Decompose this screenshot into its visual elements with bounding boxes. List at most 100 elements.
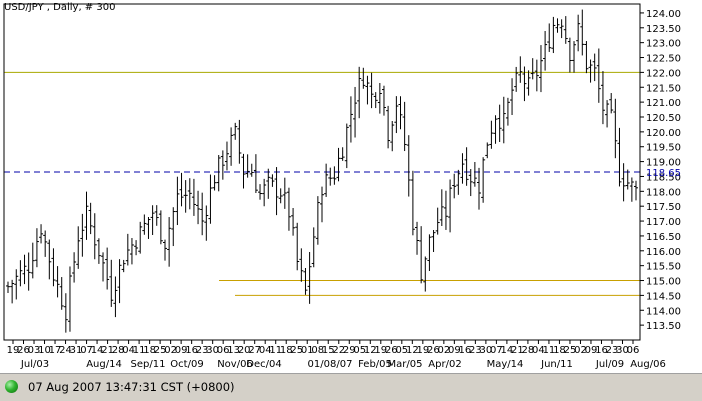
x-day-label: 16 xyxy=(185,345,198,356)
x-day-label: 15 xyxy=(322,345,335,356)
y-tick-label: 118.00 xyxy=(646,187,681,198)
x-day-label: 11 xyxy=(269,345,282,356)
x-day-label: 27 xyxy=(248,345,261,356)
x-day-label: 26 xyxy=(427,345,440,356)
x-day-label: 17 xyxy=(49,345,62,356)
current-price-label: 118.65 xyxy=(646,168,681,179)
x-day-label: 18 xyxy=(143,345,156,356)
y-tick-label: 119.00 xyxy=(646,158,681,169)
x-period-label: Jul/03 xyxy=(20,359,49,370)
x-day-label: 28 xyxy=(112,345,125,356)
x-day-label: 18 xyxy=(280,345,293,356)
y-tick-label: 120.50 xyxy=(646,113,681,124)
y-tick-label: 121.50 xyxy=(646,83,681,94)
y-tick-label: 116.00 xyxy=(646,247,681,258)
x-day-label: 19 xyxy=(7,345,20,356)
y-tick-label: 115.00 xyxy=(646,277,681,288)
x-day-label: 11 xyxy=(133,345,146,356)
x-period-label: Nov/06 xyxy=(217,359,253,370)
y-tick-label: 122.00 xyxy=(646,68,681,79)
x-day-label: 04 xyxy=(259,345,272,356)
x-period-label: Sep/11 xyxy=(131,359,166,370)
y-tick-label: 116.50 xyxy=(646,232,681,243)
x-day-label: 23 xyxy=(606,345,619,356)
x-day-label: 10 xyxy=(38,345,51,356)
x-day-label: 25 xyxy=(154,345,167,356)
x-day-label: 20 xyxy=(238,345,251,356)
x-day-label: 21 xyxy=(101,345,114,356)
status-bar: 07 Aug 2007 13:47:31 CST (+0800) xyxy=(0,373,702,401)
x-day-label: 21 xyxy=(511,345,524,356)
x-day-label: 25 xyxy=(564,345,577,356)
status-timestamp: 07 Aug 2007 13:47:31 CST (+0800) xyxy=(28,380,235,394)
x-day-label: 30 xyxy=(480,345,493,356)
price-chart: 124.00 123.50 123.00 122.50 122.00 121.50 121.… xyxy=(3,2,681,370)
x-day-label: 11 xyxy=(543,345,556,356)
x-day-label: 24 xyxy=(59,345,72,356)
x-day-label: 29 xyxy=(343,345,356,356)
x-day-label: 09 xyxy=(175,345,188,356)
x-day-label: 04 xyxy=(532,345,545,356)
x-day-label: 01 xyxy=(301,345,314,356)
x-day-label: 02 xyxy=(164,345,177,356)
y-tick-label: 123.00 xyxy=(646,39,681,50)
y-tick-label: 114.00 xyxy=(646,306,681,317)
x-day-label: 07 xyxy=(490,345,503,356)
x-day-label: 30 xyxy=(616,345,629,356)
y-tick-label: 119.50 xyxy=(646,143,681,154)
x-day-label: 02 xyxy=(574,345,587,356)
x-period-label: Dec/04 xyxy=(246,359,281,370)
x-day-label: 31 xyxy=(70,345,83,356)
x-period-label: Oct/09 xyxy=(170,359,203,370)
x-day-label: 16 xyxy=(458,345,471,356)
x-period-label: Aug/06 xyxy=(630,359,666,370)
x-day-label: 09 xyxy=(448,345,461,356)
x-day-label: 19 xyxy=(416,345,429,356)
x-day-label: 26 xyxy=(17,345,30,356)
x-period-label: Apr/02 xyxy=(428,359,461,370)
x-day-label: 19 xyxy=(374,345,387,356)
x-day-label: 12 xyxy=(406,345,419,356)
x-period-label: Jul/09 xyxy=(595,359,624,370)
y-tick-label: 113.50 xyxy=(646,321,681,332)
x-day-label: 18 xyxy=(553,345,566,356)
x-day-label: 05 xyxy=(353,345,366,356)
x-day-label: 28 xyxy=(522,345,535,356)
x-day-label: 02 xyxy=(437,345,450,356)
x-day-label: 26 xyxy=(385,345,398,356)
y-tick-label: 121.00 xyxy=(646,98,681,109)
x-day-label: 16 xyxy=(595,345,608,356)
x-day-label: 13 xyxy=(227,345,240,356)
x-period-label: 01/08/07 xyxy=(308,359,353,370)
x-day-label: 30 xyxy=(206,345,219,356)
x-period-label: Feb/05 xyxy=(358,359,392,370)
y-tick-label: 118.50 xyxy=(646,172,681,183)
x-day-label: 05 xyxy=(395,345,408,356)
x-day-label: 06 xyxy=(217,345,230,356)
y-tick-label: 122.50 xyxy=(646,54,681,65)
x-period-label: May/14 xyxy=(487,359,524,370)
x-day-label: 22 xyxy=(332,345,345,356)
x-day-label: 14 xyxy=(501,345,514,356)
x-period-label: Mar/05 xyxy=(388,359,423,370)
x-day-label: 08 xyxy=(311,345,324,356)
y-tick-label: 124.00 xyxy=(646,9,681,20)
x-day-label: 14 xyxy=(91,345,104,356)
plot-border xyxy=(3,3,641,341)
x-day-label: 12 xyxy=(364,345,377,356)
y-tick-label: 123.50 xyxy=(646,24,681,35)
x-day-label: 03 xyxy=(28,345,41,356)
chart-title: USD/JPY , Daily, # 300 xyxy=(4,2,115,13)
x-day-label: 23 xyxy=(196,345,209,356)
x-day-label: 25 xyxy=(290,345,303,356)
x-day-label: 06 xyxy=(627,345,640,356)
green-status-dot-icon xyxy=(5,380,18,393)
y-tick-label: 120.00 xyxy=(646,128,681,139)
y-tick-label: 115.50 xyxy=(646,262,681,273)
y-tick-label: 117.50 xyxy=(646,202,681,213)
x-day-label: 04 xyxy=(122,345,135,356)
y-tick-label: 117.00 xyxy=(646,217,681,228)
x-day-label: 23 xyxy=(469,345,482,356)
x-period-label: Jun/11 xyxy=(540,359,573,370)
